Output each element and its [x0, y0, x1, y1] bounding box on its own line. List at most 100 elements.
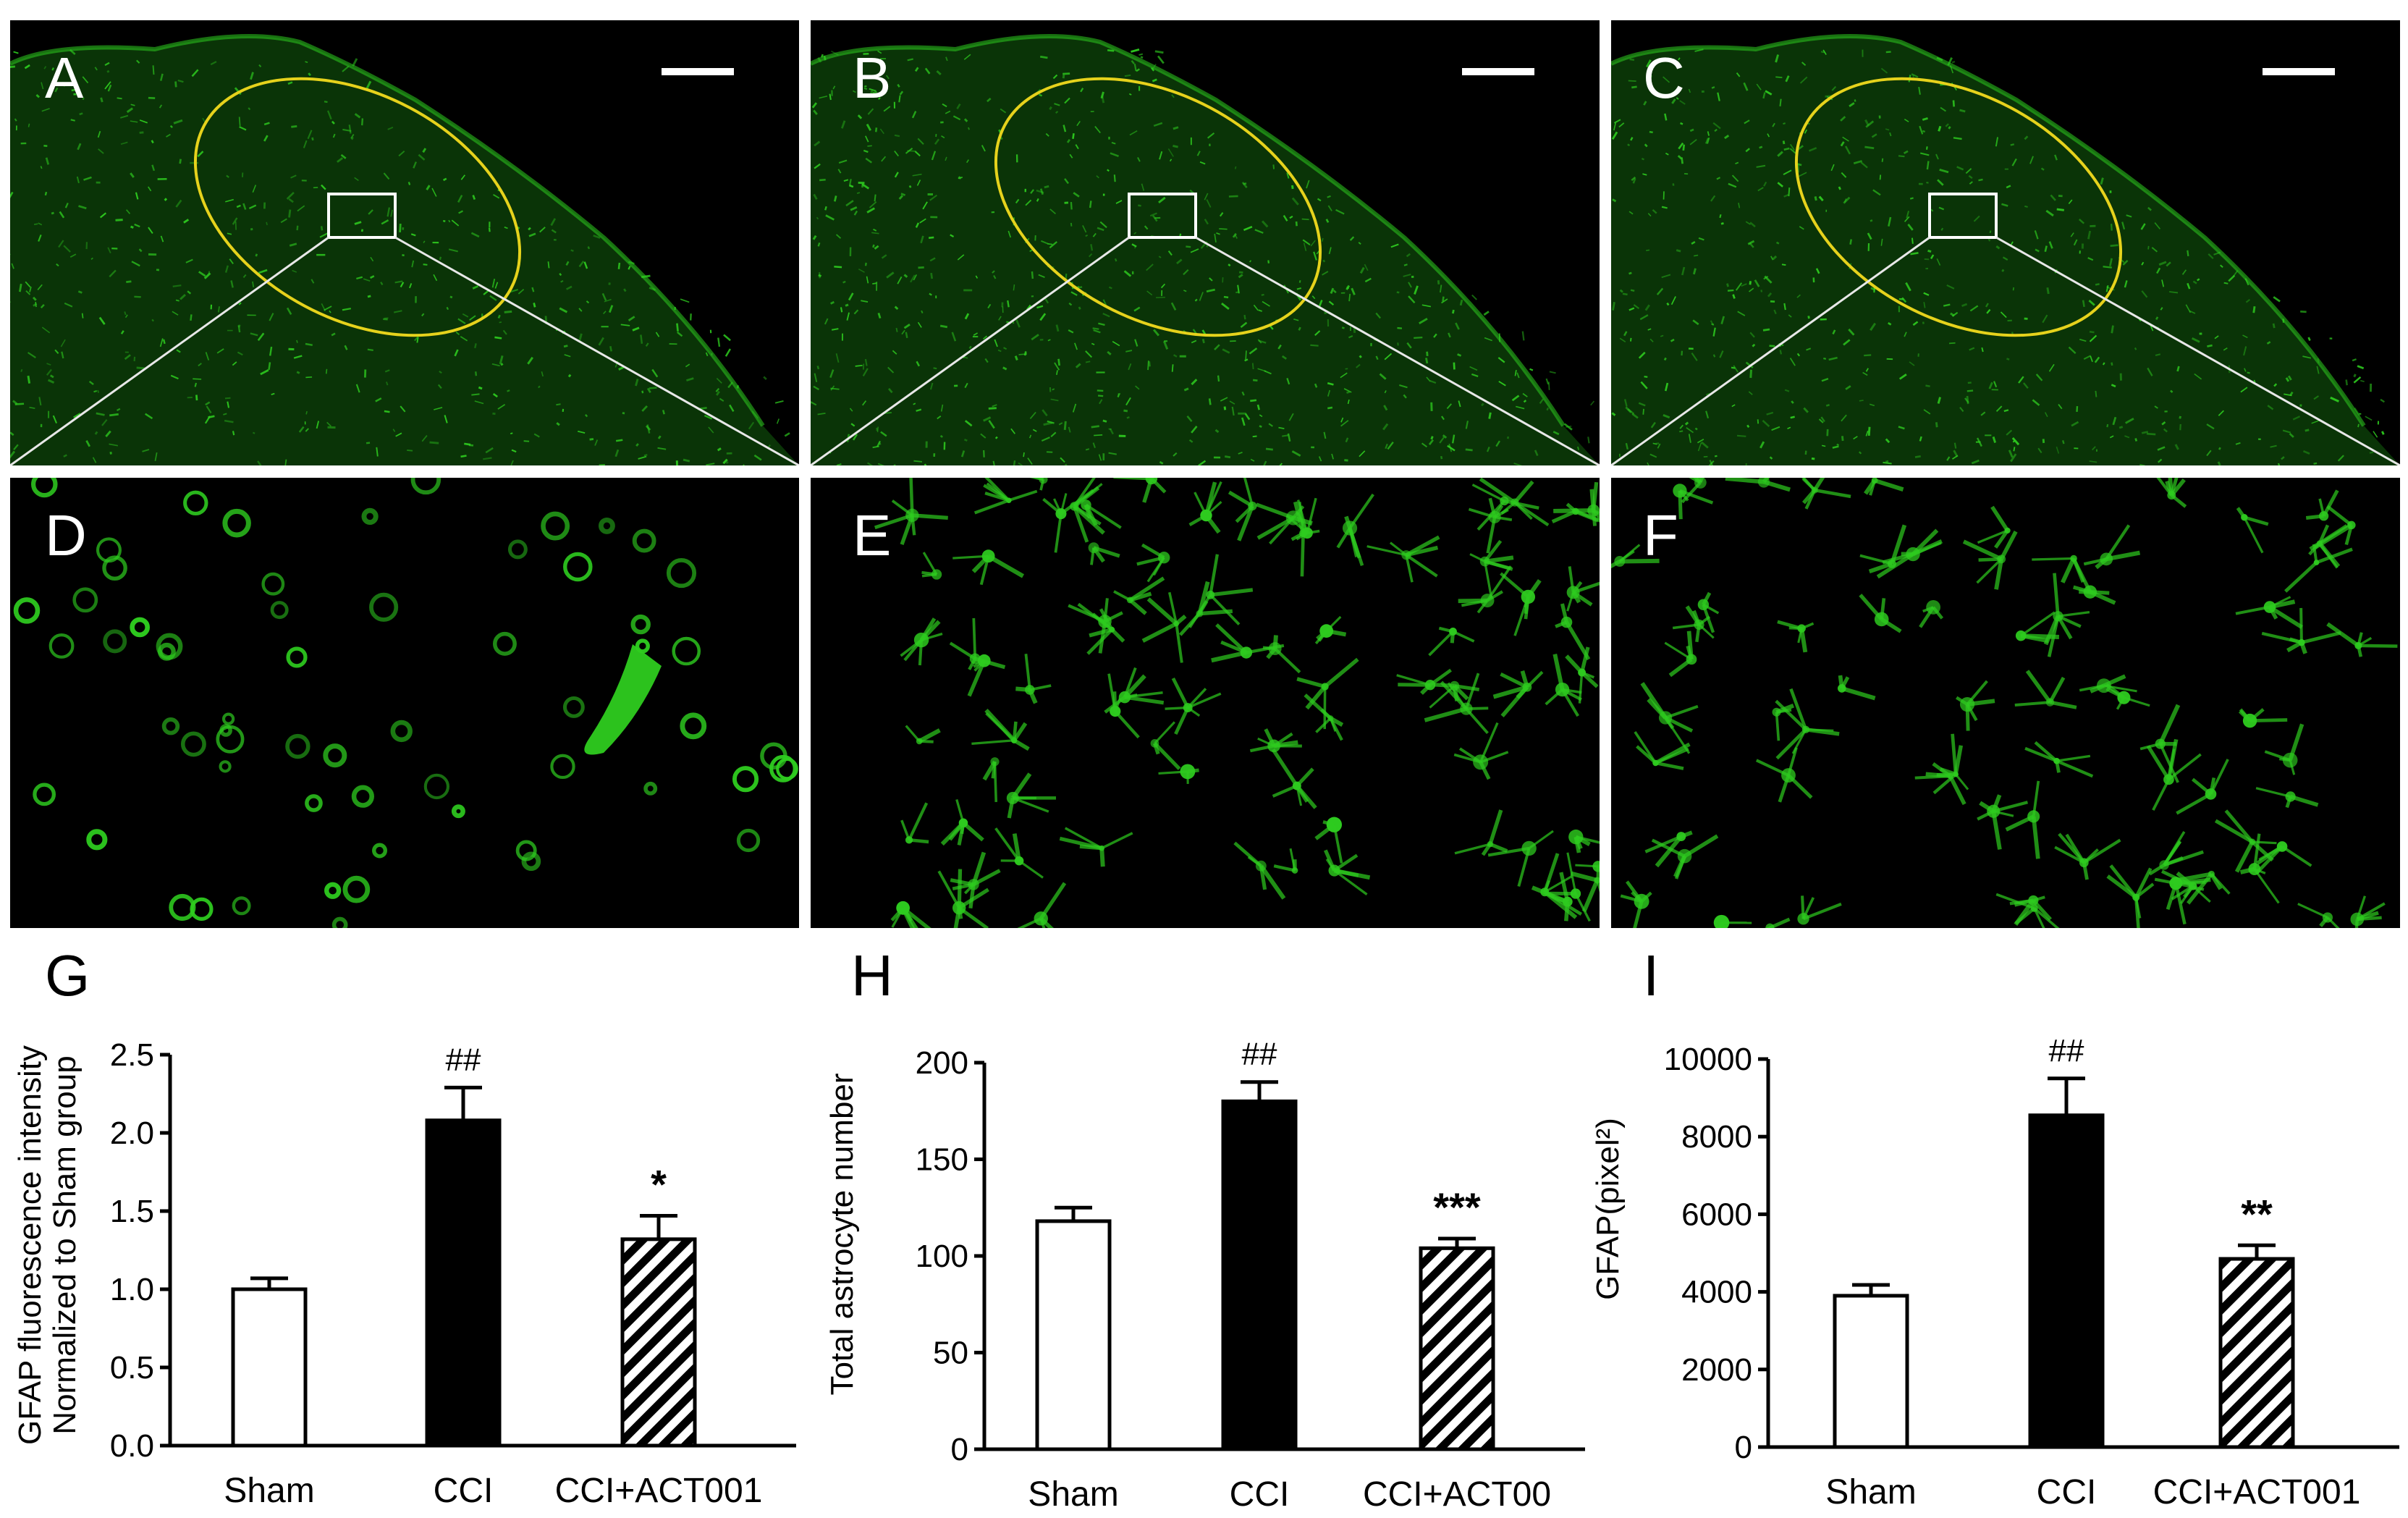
- micrograph-a-image: [10, 34, 799, 465]
- panel-label-g: G: [45, 943, 90, 1008]
- bar-0: [1035, 1219, 1112, 1451]
- y-tick-label: 10000: [1664, 1042, 1752, 1077]
- panel-label-b: B: [853, 46, 892, 110]
- scale-bar-b: [1462, 68, 1534, 75]
- zoom-line-left-c: [1611, 236, 1930, 465]
- bar-0: [231, 1287, 308, 1448]
- chart-g-ylabel: GFAP fluorescence intensity Normalized t…: [12, 1013, 83, 1477]
- panel-label-a: A: [45, 46, 84, 110]
- micrograph-e-image: [874, 478, 1600, 928]
- zoom-line-left-b: [811, 236, 1130, 465]
- significance-label: ##: [2049, 1033, 2084, 1068]
- y-tick-label: 6000: [1681, 1197, 1752, 1232]
- x-tick-label: CCI+ACT00: [1363, 1475, 1551, 1514]
- x-tick-label: Sham: [1825, 1473, 1916, 1511]
- panel-label-i: I: [1643, 943, 1660, 1008]
- y-tick-label: 2.5: [110, 1037, 154, 1073]
- chart-g: 0.0 0.5 1.0 1.5 2.0 2.5 Sham ## CCI * CCI+ACT001: [0, 999, 803, 1518]
- tissue-fill-a: [10, 36, 799, 465]
- y-tick-label: 0.5: [110, 1350, 154, 1386]
- panel-label-e: E: [853, 503, 892, 568]
- zoom-line-right-a: [394, 236, 799, 465]
- y-tick-label: 4000: [1681, 1275, 1752, 1310]
- y-tick-label: 50: [933, 1336, 968, 1371]
- bar-1: [1221, 1099, 1298, 1451]
- roi-ellipse-c: [1794, 77, 2123, 337]
- x-tick-label: Sham: [224, 1472, 314, 1510]
- roi-ellipse-a: [193, 77, 522, 337]
- micrograph-panel-a: [10, 20, 799, 465]
- zoom-box-c: [1928, 193, 1998, 239]
- panel-label-d: D: [45, 503, 87, 568]
- panel-label-f: F: [1643, 503, 1678, 568]
- y-tick-label: 2000: [1681, 1352, 1752, 1388]
- zoom-line-left-a: [10, 236, 329, 465]
- cells-d: [13, 478, 798, 928]
- bar-2: [2218, 1257, 2295, 1449]
- tissue-fill-c: [1611, 36, 2400, 465]
- y-tick-label: 0: [1735, 1430, 1752, 1465]
- bar-1: [2028, 1113, 2105, 1449]
- cells-f: [1611, 478, 2398, 928]
- x-tick-label: CCI: [434, 1472, 494, 1510]
- zoom-box-a: [327, 193, 397, 239]
- x-tick-label: Sham: [1028, 1475, 1118, 1514]
- micrograph-panel-e: [811, 478, 1600, 928]
- zoom-line-right-b: [1195, 236, 1600, 465]
- y-tick-label: 1.0: [110, 1272, 154, 1307]
- micrograph-d-image: [13, 478, 798, 928]
- tissue-rim-c: [1611, 34, 2366, 427]
- chart-h: 0 50 100 150 200 Sham ## CCI *** CCI+ACT00: [803, 999, 1607, 1518]
- chart-i-ylabel-line1: GFAP(pixel²): [1590, 1118, 1626, 1300]
- y-tick-label: 8000: [1681, 1119, 1752, 1155]
- micrograph-panel-b: [811, 20, 1600, 465]
- astrocyte-process-d: [584, 644, 662, 755]
- tissue-rim-a: [10, 34, 765, 427]
- chart-g-ylabel-line2: Normalized to Sham group: [47, 1055, 83, 1435]
- tissue-rim-b: [811, 34, 1566, 427]
- cells-e: [874, 478, 1600, 928]
- significance-label: ***: [1433, 1184, 1481, 1230]
- bar-2: [1419, 1246, 1495, 1451]
- bar-0: [1833, 1294, 1909, 1449]
- y-tick-label: 0.0: [110, 1428, 154, 1464]
- tissue-b: [811, 34, 1600, 465]
- y-tick-label: 100: [916, 1239, 968, 1274]
- y-tick-label: 200: [916, 1045, 968, 1081]
- bar-2: [620, 1237, 697, 1448]
- chart-h-svg: 0 50 100 150 200 Sham ## CCI *** CCI+ACT00: [916, 1037, 1585, 1514]
- y-tick-label: 2.0: [110, 1116, 154, 1151]
- scale-bar-a: [662, 68, 734, 75]
- significance-label: **: [2241, 1191, 2273, 1236]
- tissue-a: [10, 34, 799, 465]
- y-tick-label: 0: [951, 1432, 968, 1467]
- chart-h-ylabel: Total astrocyte number: [824, 1032, 860, 1437]
- y-tick-label: 150: [916, 1142, 968, 1178]
- tissue-c: [1611, 34, 2400, 465]
- significance-label: ##: [446, 1042, 481, 1077]
- micrograph-panel-d: [10, 478, 799, 928]
- zoom-box-b: [1128, 193, 1197, 239]
- y-tick-label: 1.5: [110, 1194, 154, 1229]
- chart-i: 0 2000 4000 6000 8000 10000 Sham ## CCI ** CCI+ACT…: [1603, 999, 2408, 1518]
- micrograph-panel-f: [1611, 478, 2400, 928]
- chart-i-svg: 0 2000 4000 6000 8000 10000 Sham ## CCI ** CCI+ACT…: [1664, 1033, 2399, 1511]
- micrograph-c-image: [1611, 34, 2400, 465]
- micrograph-panel-c: [1611, 20, 2400, 465]
- panel-label-c: C: [1643, 46, 1685, 110]
- chart-h-ylabel-line1: Total astrocyte number: [824, 1073, 860, 1396]
- x-tick-label: CCI+ACT001: [555, 1472, 763, 1510]
- chart-g-svg: 0.0 0.5 1.0 1.5 2.0 2.5 Sham ## CCI * CCI+ACT001: [110, 1037, 796, 1510]
- x-tick-label: CCI: [1230, 1475, 1290, 1514]
- chart-i-ylabel: GFAP(pixel²): [1590, 1050, 1626, 1368]
- bar-1: [425, 1118, 502, 1448]
- micrograph-b-image: [811, 34, 1600, 465]
- micrograph-f-image: [1611, 478, 2398, 928]
- x-tick-label: CCI: [2037, 1473, 2097, 1511]
- tissue-fill-b: [811, 36, 1600, 465]
- roi-ellipse-b: [994, 77, 1322, 337]
- zoom-line-right-c: [1995, 236, 2400, 465]
- scale-bar-c: [2263, 68, 2335, 75]
- chart-g-ylabel-line1: GFAP fluorescence intensity: [12, 1045, 48, 1445]
- panel-label-h: H: [851, 943, 893, 1008]
